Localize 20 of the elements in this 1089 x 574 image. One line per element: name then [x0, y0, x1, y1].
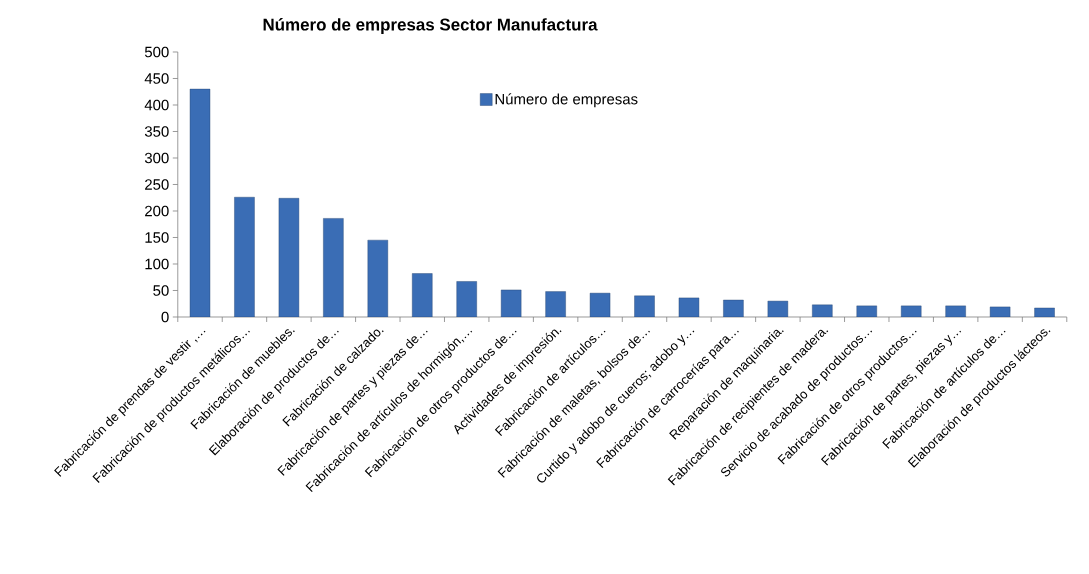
- bar: [234, 197, 255, 317]
- bar: [634, 295, 655, 317]
- y-tick-label: 500: [144, 46, 169, 58]
- y-tick-label: 400: [144, 99, 169, 111]
- y-tick-label: 100: [145, 258, 169, 270]
- bar: [412, 273, 433, 317]
- bar: [456, 281, 477, 317]
- y-tick-label: 0: [161, 311, 169, 323]
- y-tick-label: 50: [153, 285, 169, 296]
- y-tick-label: 200: [145, 205, 169, 217]
- y-tick-label: 350: [144, 126, 169, 137]
- bar: [545, 291, 566, 317]
- y-tick-label: 150: [145, 232, 169, 243]
- y-tick-label: 250: [145, 179, 169, 190]
- chart-title: Número de empresas Sector Manufactura: [263, 18, 598, 34]
- y-tick-label: 300: [144, 152, 169, 164]
- bar: [367, 239, 389, 317]
- legend-label: Número de empresas: [495, 93, 638, 108]
- y-tick-label: 450: [144, 73, 169, 84]
- bar: [323, 218, 344, 317]
